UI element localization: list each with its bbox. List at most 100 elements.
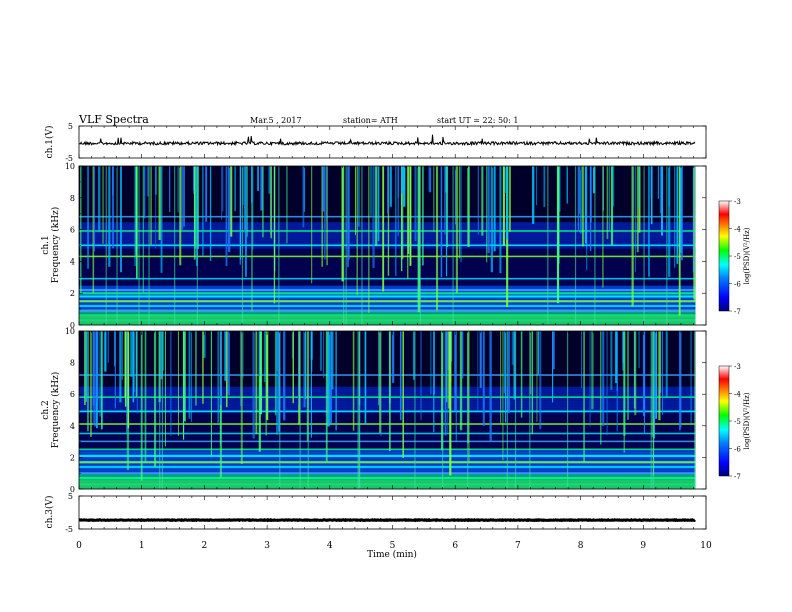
sferic-streak: [255, 331, 258, 435]
sferic-streak: [661, 331, 664, 415]
spectrogram-band: [79, 448, 696, 451]
sferic-streak: [303, 166, 306, 212]
sferic-streak: [506, 166, 509, 239]
spectrogram-row: [79, 438, 696, 443]
spectrogram-row: [79, 428, 696, 432]
sferic-streak-full: [241, 166, 244, 325]
sferic-streak: [203, 331, 206, 358]
spectrogram-band: [79, 461, 696, 464]
sferic-streak: [382, 166, 385, 292]
spectrogram-row: [79, 333, 696, 337]
sferic-streak: [94, 331, 97, 427]
sferic-streak: [162, 331, 164, 371]
colorbar-1-label: log(PSD)(V²/Hz): [743, 227, 751, 284]
sferic-streak: [481, 166, 484, 236]
sferic-streak: [341, 166, 344, 282]
spec2-yaxis: 0 2 4 6 8 10: [65, 327, 706, 494]
sferic-streak: [461, 331, 464, 379]
sferic-streak: [101, 331, 103, 430]
y-tick-label: 4: [70, 422, 75, 431]
sferic-streak: [197, 166, 199, 249]
sferic-streak: [482, 331, 485, 426]
sferic-streak: [589, 166, 592, 223]
sferic-streak: [448, 331, 450, 409]
y-tick-label: 0: [70, 485, 75, 494]
sferic-streak: [433, 166, 435, 232]
sferic-streak: [621, 331, 625, 371]
spectrogram-band: [79, 440, 696, 443]
sferic-streak: [124, 331, 127, 397]
sferic-streak-full: [299, 331, 301, 489]
sferic-streak: [651, 331, 653, 438]
sferic-streak: [455, 166, 458, 294]
sferic-streak-full: [547, 166, 549, 325]
sferic-streak: [170, 331, 172, 436]
sferic-streak: [270, 166, 273, 239]
sferic-streak: [193, 166, 195, 195]
sferic-streak-full: [652, 331, 654, 489]
sferic-streak: [429, 166, 432, 193]
spectrogram-row: [79, 386, 696, 390]
sferic-streak-full: [357, 331, 359, 489]
spectrogram-row: [79, 412, 696, 416]
sferic-streak: [401, 166, 403, 194]
ch1-ylabel: ch.1(V): [44, 126, 55, 159]
ch3-ylabel: ch.3(V): [44, 496, 55, 529]
spectrogram-band: [79, 465, 696, 469]
sferic-streak-full: [452, 166, 454, 325]
sferic-streak: [240, 331, 243, 464]
spectrogram-row: [79, 338, 696, 343]
sferic-streak-full: [594, 166, 596, 325]
sferic-streak: [99, 331, 101, 417]
sferic-streak: [600, 331, 602, 445]
sferic-streak: [446, 331, 449, 371]
sferic-streak: [668, 166, 671, 277]
spectrogram-row: [79, 415, 696, 419]
sferic-streak: [114, 331, 116, 367]
sferic-streak: [433, 331, 435, 433]
sferic-streak: [132, 331, 135, 403]
y-tick-label: 2: [70, 453, 75, 462]
ch1-yaxis: 5 -5: [65, 122, 706, 163]
sferic-streak: [520, 331, 523, 418]
sferic-streak: [224, 331, 227, 381]
spectrogram-row: [79, 282, 696, 286]
sferic-streak-full: [666, 166, 668, 325]
x-tick-label: 4: [327, 541, 333, 551]
spectrogram-band: [79, 410, 696, 413]
sferic-streak: [114, 331, 117, 409]
sferic-streak: [291, 331, 293, 359]
sferic-streak: [227, 331, 230, 396]
spec2-channel-label: ch.2: [41, 400, 51, 419]
spec2-ylabel: Frequency (kHz): [50, 372, 61, 449]
y-tick-label: 10: [65, 327, 75, 336]
spec1-yaxis: 0 2 4 6 8 10: [65, 162, 706, 330]
x-tick-label: 10: [700, 541, 712, 551]
colorbar-tick-label: -5: [734, 418, 741, 426]
sferic-streak: [499, 166, 502, 274]
spectrogram-row: [79, 256, 696, 260]
sferic-streak: [631, 166, 634, 307]
sferic-streak: [409, 166, 412, 266]
sferic-streak: [283, 331, 286, 421]
sferic-streak: [389, 166, 392, 207]
sferic-streak: [650, 166, 653, 225]
sferic-streak: [183, 166, 185, 227]
sferic-streak: [638, 331, 640, 369]
spectrogram-row: [79, 462, 696, 466]
x-tick-label: 7: [515, 541, 521, 551]
sferic-streak: [493, 166, 496, 252]
sferic-streak: [335, 331, 337, 431]
sferic-streak: [193, 166, 196, 260]
x-axis: 0 1 2 3 4 5 6 7 8 9 10: [76, 541, 712, 551]
sferic-streak: [430, 331, 432, 395]
spectrogram-row: [79, 383, 696, 387]
sferic-streak: [636, 166, 639, 253]
sferic-streak: [674, 166, 676, 268]
sferic-streak: [195, 331, 197, 406]
sferic-streak: [444, 166, 446, 235]
y-tick-label: 5: [68, 122, 73, 131]
start-time-label: start UT = 22: 50: 1: [437, 116, 518, 125]
ch3-trace: [78, 517, 696, 523]
sferic-streak: [268, 166, 271, 194]
